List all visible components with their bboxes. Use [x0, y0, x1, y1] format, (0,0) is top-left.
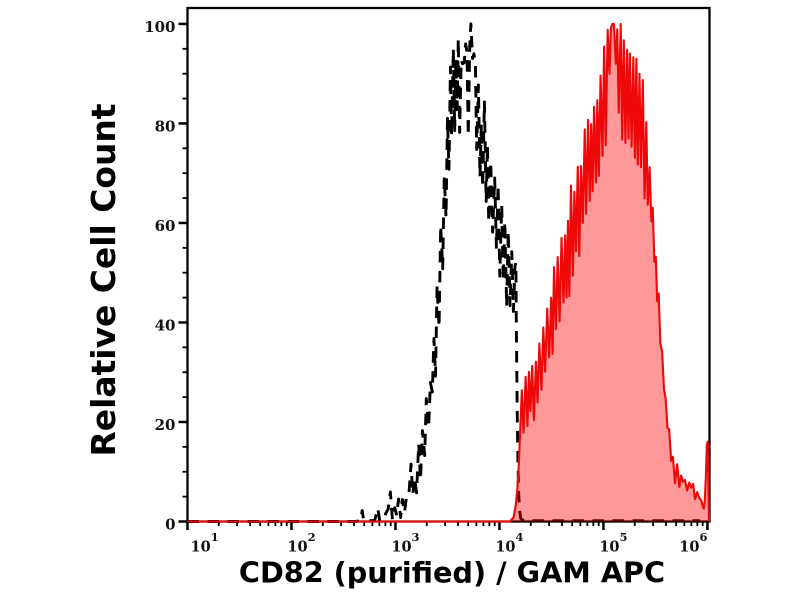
x-tick-label: 104 [495, 530, 523, 556]
y-tick-label: 80 [155, 117, 176, 135]
series-1-line [187, 22, 711, 523]
series-0-line [187, 22, 701, 523]
x-tick-label: 106 [679, 530, 707, 556]
series-1-fill [187, 23, 710, 522]
y-tick-label: 0 [165, 516, 175, 534]
y-tick-label: 20 [155, 416, 176, 434]
x-tick-label: 105 [599, 530, 627, 556]
x-tick-label: 101 [191, 530, 219, 556]
x-axis-title: CD82 (purified) / GAM APC [239, 556, 665, 590]
plot-area [187, 22, 711, 523]
x-tick-label: 103 [391, 530, 419, 556]
x-tick-label: 102 [287, 530, 315, 556]
y-axis-title: Relative Cell Count [84, 103, 123, 456]
y-tick-label: 100 [144, 18, 175, 36]
y-tick-label: 60 [155, 217, 176, 235]
y-tick-label: 40 [155, 316, 176, 334]
